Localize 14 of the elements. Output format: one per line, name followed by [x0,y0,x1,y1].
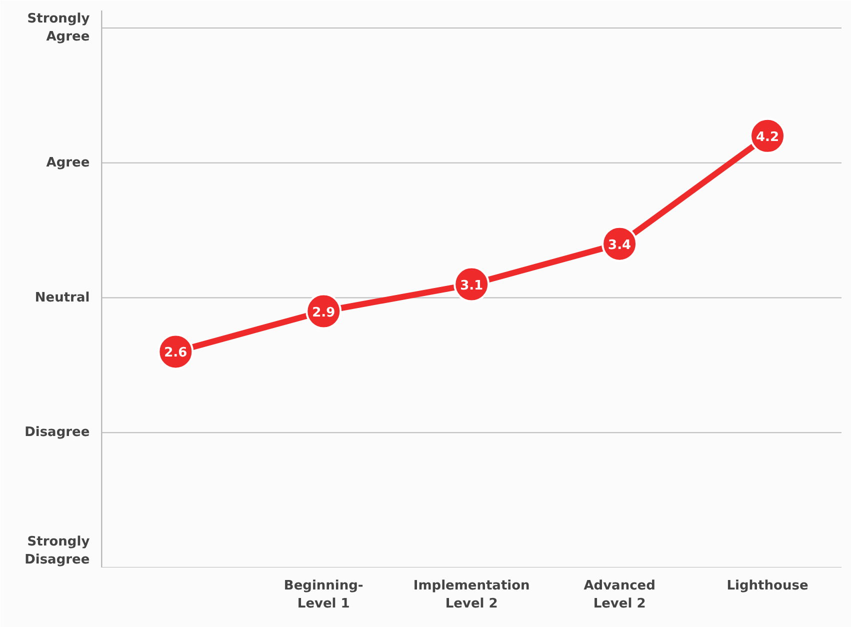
x-tick-label: Beginning- Level 1 [284,578,364,612]
data-label: 4.2 [756,130,780,145]
ref-line-label: Neutral [34,290,90,306]
data-label: 2.9 [312,305,336,320]
ref-line-label: Strongly Agree [27,12,90,45]
x-tick-label: Lighthouse [726,578,808,594]
ref-line-label: Strongly Disagree [24,534,90,568]
data-label: 3.4 [608,238,632,253]
data-label: 2.6 [164,346,188,361]
ref-line-label: Disagree [24,425,90,440]
x-tick-label: Implementation Level 2 [413,578,530,612]
ref-line-label: Agree [46,155,90,170]
x-tick-label: Advanced Level 2 [584,578,656,612]
data-label: 3.1 [460,278,484,294]
